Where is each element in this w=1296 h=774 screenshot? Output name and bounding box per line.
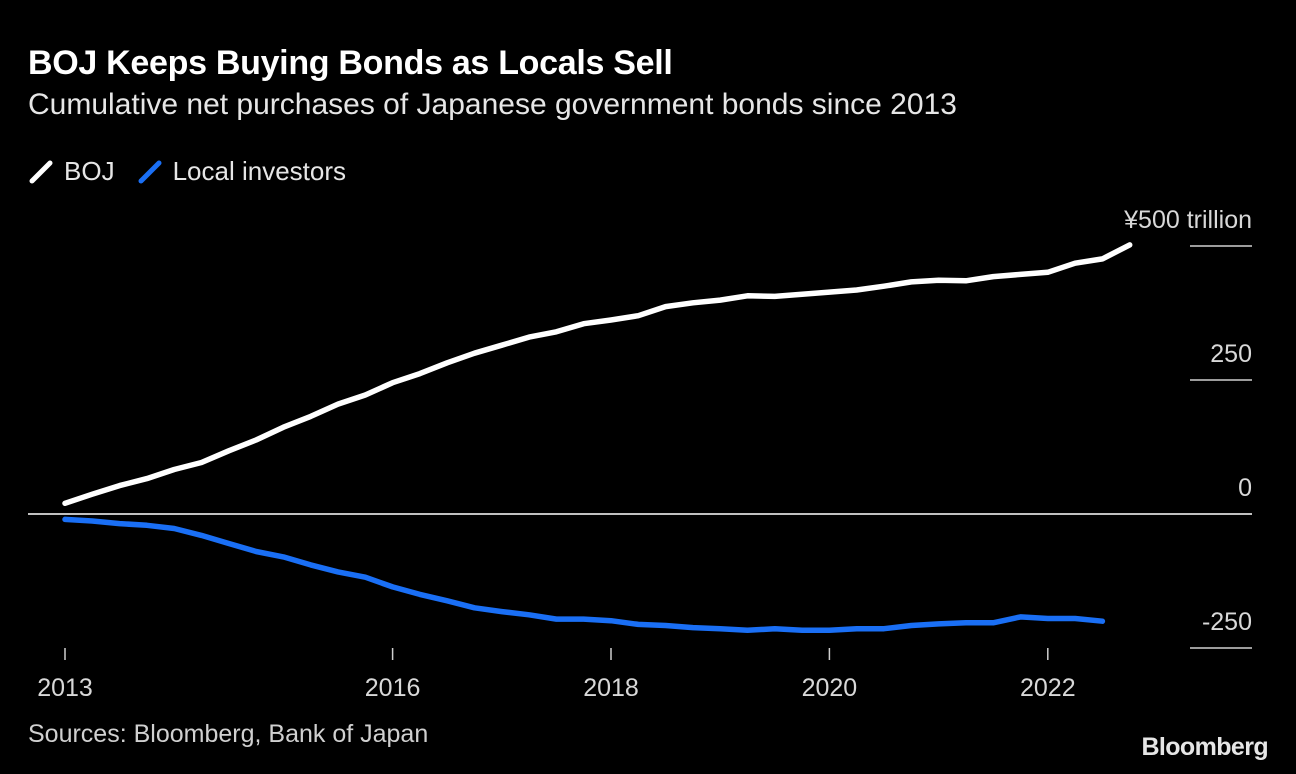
x-tick-label-2: 2018 — [583, 674, 639, 702]
x-tick-label-0: 2013 — [37, 674, 93, 702]
y-tick-label-1: 250 — [1210, 340, 1252, 368]
chart-title: BOJ Keeps Buying Bonds as Locals Sell — [28, 44, 673, 82]
x-tick-label-1: 2016 — [365, 674, 421, 702]
chart-subtitle: Cumulative net purchases of Japanese gov… — [28, 88, 957, 121]
legend-item-local-investors: Local investors — [137, 156, 346, 187]
y-tick-label-2: 0 — [1238, 474, 1252, 502]
series-line-boj — [62, 242, 1133, 507]
legend: BOJ Local investors — [28, 156, 368, 187]
legend-label-boj: BOJ — [64, 156, 115, 186]
legend-label-local-investors: Local investors — [172, 156, 346, 186]
y-tick-label-3: -250 — [1202, 608, 1252, 636]
source-note: Sources: Bloomberg, Bank of Japan — [28, 720, 429, 748]
y-tick-label-0: ¥500 trillion — [1123, 206, 1252, 234]
x-tick-label-4: 2022 — [1020, 674, 1076, 702]
legend-item-boj: BOJ — [28, 156, 115, 187]
series-line-local-investors — [62, 516, 1106, 634]
legend-swatch-boj — [29, 160, 53, 183]
x-tick-label-3: 2020 — [802, 674, 858, 702]
legend-swatch-local-investors — [138, 160, 162, 183]
bloomberg-logo: Bloomberg — [1141, 733, 1268, 761]
